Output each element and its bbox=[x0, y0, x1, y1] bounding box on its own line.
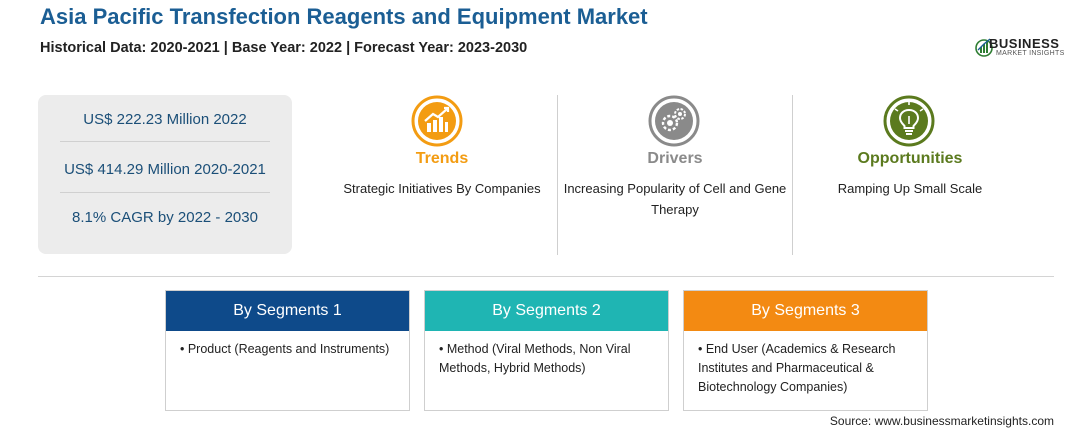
stat-cagr: 8.1% CAGR by 2022 - 2030 bbox=[72, 209, 258, 226]
business-market-insights-logo[interactable]: BUSINESS MARKET INSIGHTS bbox=[975, 35, 1075, 61]
segment-1-title: By Segments 1 bbox=[166, 291, 409, 331]
logo-name: BUSINESS bbox=[989, 36, 1060, 51]
page-title: Asia Pacific Transfection Reagents and E… bbox=[40, 4, 648, 29]
logo-globe-icon bbox=[975, 38, 993, 57]
source-citation: Source: www.businessmarketinsights.com bbox=[829, 414, 1054, 428]
logo-tagline: MARKET INSIGHTS bbox=[996, 50, 1065, 57]
segment-card-2: By Segments 2 • Method (Viral Methods, N… bbox=[424, 290, 669, 411]
stat-divider bbox=[60, 141, 270, 142]
feature-opportunities-description: Ramping Up Small Scale bbox=[837, 181, 983, 196]
feature-drivers-title: Drivers bbox=[647, 150, 703, 167]
segment-card-3: By Segments 3 • End User (Academics & Re… bbox=[683, 290, 928, 411]
segment-3-item: • End User (Academics & Research Institu… bbox=[698, 342, 896, 394]
market-stats-panel: US$ 222.23 Million 2022 US$ 414.29 Milli… bbox=[38, 95, 292, 254]
segment-2-item: • Method (Viral Methods, Non Viral Metho… bbox=[439, 342, 631, 375]
segment-card-1: By Segments 1 • Product (Reagents and In… bbox=[165, 290, 410, 411]
segment-1-item: • Product (Reagents and Instruments) bbox=[180, 342, 390, 356]
stat-market-size-2022: US$ 222.23 Million 2022 bbox=[83, 111, 247, 128]
feature-trends-description: Strategic Initiatives By Companies bbox=[343, 181, 541, 196]
chart-trend-icon bbox=[411, 95, 463, 147]
feature-drivers-description: Increasing Popularity of Cell and Gene T… bbox=[563, 181, 787, 217]
gears-icon bbox=[648, 95, 700, 147]
segment-2-title: By Segments 2 bbox=[425, 291, 668, 331]
feature-divider bbox=[792, 95, 793, 255]
lightbulb-icon bbox=[883, 95, 935, 147]
stat-divider bbox=[60, 192, 270, 193]
feature-trends-title: Trends bbox=[415, 150, 469, 167]
section-divider bbox=[38, 276, 1054, 277]
feature-divider bbox=[557, 95, 558, 255]
feature-opportunities-title: Opportunities bbox=[857, 150, 963, 167]
page-subtitle: Historical Data: 2020-2021 | Base Year: … bbox=[40, 40, 528, 56]
stat-market-size-historical: US$ 414.29 Million 2020-2021 bbox=[64, 161, 266, 178]
segment-3-title: By Segments 3 bbox=[684, 291, 927, 331]
